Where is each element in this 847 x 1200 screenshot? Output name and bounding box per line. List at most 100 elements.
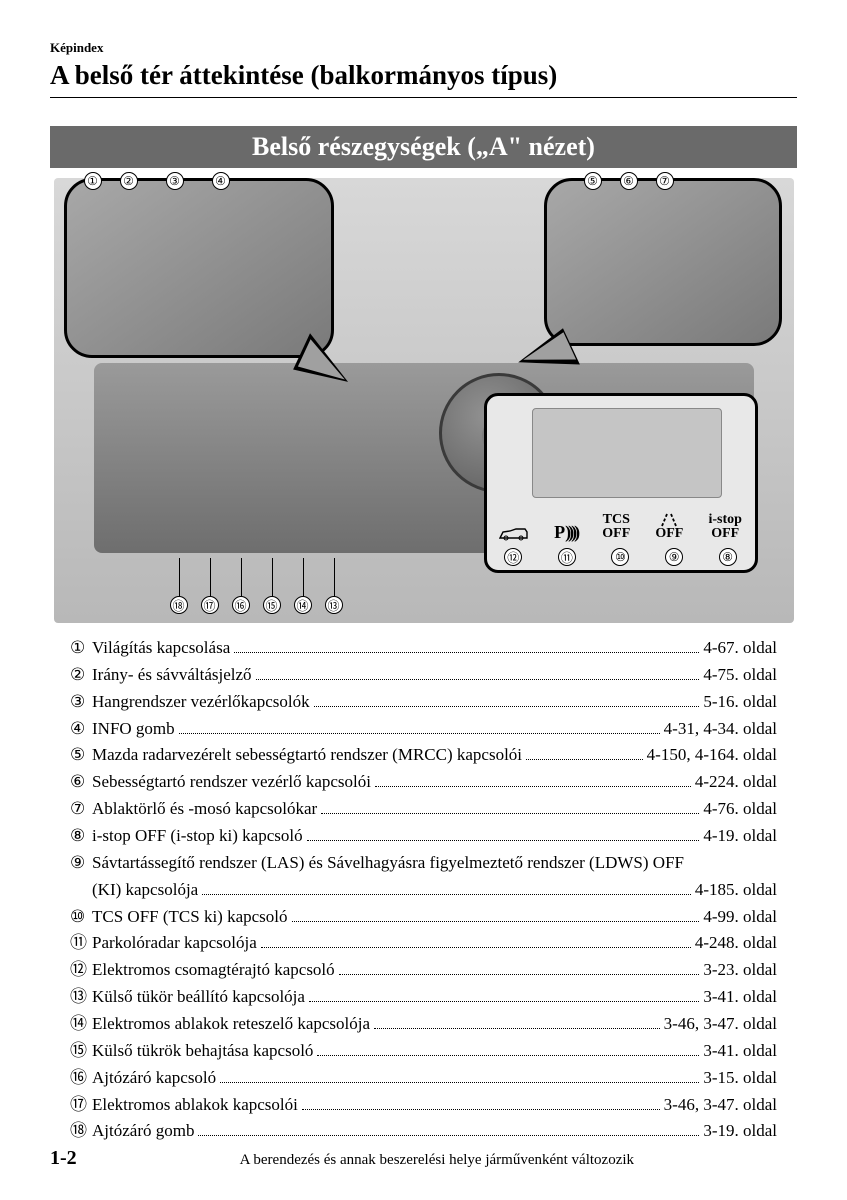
index-text: Hangrendszer vezérlőkapcsolók (92, 689, 310, 716)
index-number: ⑤ (70, 742, 92, 769)
index-row: ⑬Külső tükör beállító kapcsolója 3-41. ol… (70, 984, 777, 1011)
index-number: ⑮ (70, 1038, 92, 1065)
dot-leader (179, 717, 660, 734)
index-row-continuation: (KI) kapcsolója4-185. oldal (70, 877, 777, 904)
callout-number: ⑯ (232, 596, 250, 614)
breadcrumb: Képindex (50, 40, 797, 56)
callout-number: ⑪ (558, 548, 576, 566)
index-page: 3-46, 3-47. oldal (664, 1011, 777, 1038)
index-number: ⑩ (70, 904, 92, 931)
index-row: ⑦Ablaktörlő és -mosó kapcsolókar4-76. ol… (70, 796, 777, 823)
index-page: 3-15. oldal (703, 1065, 777, 1092)
index-row: ⑰Elektromos ablakok kapcsolói3-46, 3-47.… (70, 1092, 777, 1119)
index-page: 5-16. oldal (703, 689, 777, 716)
callout-number: ① (84, 172, 102, 190)
callout-number: ⑦ (656, 172, 674, 190)
leader-line (179, 558, 180, 596)
index-number: ④ (70, 716, 92, 743)
callout-number: ③ (166, 172, 184, 190)
tailgate-icon (499, 526, 529, 542)
dot-leader (302, 1093, 660, 1110)
footer-text: A berendezés és annak beszerelési helye … (77, 1152, 797, 1169)
dot-leader (526, 743, 643, 760)
callout-number: ⑭ (294, 596, 312, 614)
dot-leader (202, 878, 691, 895)
index-text: Ajtózáró gomb (92, 1118, 194, 1145)
dot-leader (339, 958, 700, 975)
callout-number: ④ (212, 172, 230, 190)
index-page: 3-41. oldal (703, 984, 777, 1011)
index-text: Irány- és sávváltásjelző (92, 662, 252, 689)
section-banner: Belső részegységek („A" nézet) (50, 126, 797, 168)
callout-number: ⑨ (665, 548, 683, 566)
index-text: Külső tükrök behajtása kapcsoló (92, 1038, 313, 1065)
dot-leader (314, 690, 700, 707)
index-page: 3-19. oldal (703, 1118, 777, 1145)
switch-icon-row: P)))) TCS OFF OFF i-stop OFF (487, 513, 755, 542)
index-page: 4-150, 4-164. oldal (647, 742, 777, 769)
index-text: Elektromos ablakok reteszelő kapcsolója (92, 1011, 370, 1038)
leader-line (303, 558, 304, 596)
index-number: ⑫ (70, 957, 92, 984)
switch-panel-illustration (532, 408, 722, 498)
index-row: ⑧i-stop OFF (i-stop ki) kapcsoló4-19. ol… (70, 823, 777, 850)
index-row: ⑮Külső tükrök behajtása kapcsoló 3-41. ol… (70, 1038, 777, 1065)
index-row: ①Világítás kapcsolása4-67. oldal (70, 635, 777, 662)
index-page: 4-19. oldal (703, 823, 777, 850)
index-row: ②Irány- és sávváltásjelző4-75. oldal (70, 662, 777, 689)
callout-number: ⑰ (201, 596, 219, 614)
dot-leader (374, 1012, 660, 1029)
callout-group-top-left: ① ② ③ ④ (84, 172, 230, 190)
index-row: ⑤Mazda radarvezérelt sebességtartó rends… (70, 742, 777, 769)
index-text: Ablaktörlő és -mosó kapcsolókar (92, 796, 317, 823)
index-row: ⑨Sávtartássegítő rendszer (LAS) és Sável… (70, 850, 777, 877)
callout-number: ⑧ (719, 548, 737, 566)
dot-leader (321, 797, 699, 814)
callout-number: ⑬ (325, 596, 343, 614)
dot-leader (307, 824, 700, 841)
tcs-off-icon: TCS OFF (602, 513, 630, 542)
index-text: Mazda radarvezérelt sebességtartó rendsz… (92, 742, 522, 769)
index-row: ⑭Elektromos ablakok reteszelő kapcsolója… (70, 1011, 777, 1038)
index-number: ⑯ (70, 1065, 92, 1092)
index-number: ③ (70, 689, 92, 716)
index-number: ⑬ (70, 984, 92, 1011)
switch-number-row: ⑫ ⑪ ⑩ ⑨ ⑧ (487, 548, 755, 566)
index-row: ⑱Ajtózáró gomb3-19. oldal (70, 1118, 777, 1145)
callout-number: ⑩ (611, 548, 629, 566)
index-row: ⑪Parkolóradar kapcsolója4-248. oldal (70, 930, 777, 957)
index-number: ⑧ (70, 823, 92, 850)
page-number: 1-2 (50, 1147, 77, 1170)
dot-leader (292, 905, 700, 922)
switch-panel-callout: P)))) TCS OFF OFF i-stop OFF ⑫ ⑪ ⑩ ⑨ ⑧ (484, 393, 758, 573)
index-page: 3-41. oldal (703, 1038, 777, 1065)
callout-number: ⑱ (170, 596, 188, 614)
leader-line (210, 558, 211, 596)
lane-icon (659, 513, 679, 527)
dot-leader (234, 636, 699, 653)
index-row: ⑩TCS OFF (TCS ki) kapcsoló 4-99. oldal (70, 904, 777, 931)
index-text: Parkolóradar kapcsolója (92, 930, 257, 957)
index-page: 3-23. oldal (703, 957, 777, 984)
zoom-right-steering (544, 178, 782, 346)
index-page: 4-185. oldal (695, 877, 777, 904)
leader-line (272, 558, 273, 596)
index-text: INFO gomb (92, 716, 175, 743)
index-row: ⑫Elektromos csomagtérajtó kapcsoló3-23. … (70, 957, 777, 984)
index-row: ⑯Ajtózáró kapcsoló 3-15. oldal (70, 1065, 777, 1092)
page-footer: 1-2 A berendezés és annak beszerelési he… (50, 1147, 797, 1170)
callout-group-top-right: ⑤ ⑥ ⑦ (584, 172, 674, 190)
index-text: Sávtartássegítő rendszer (LAS) és Sávelh… (92, 850, 684, 877)
dot-leader (198, 1119, 699, 1136)
index-number: ⑥ (70, 769, 92, 796)
index-number: ① (70, 635, 92, 662)
index-text: Külső tükör beállító kapcsolója (92, 984, 305, 1011)
index-page: 4-99. oldal (703, 904, 777, 931)
index-page: 3-46, 3-47. oldal (664, 1092, 777, 1119)
index-text: Ajtózáró kapcsoló (92, 1065, 216, 1092)
index-row: ⑥Sebességtartó rendszer vezérlő kapcsoló… (70, 769, 777, 796)
index-text: TCS OFF (TCS ki) kapcsoló (92, 904, 288, 931)
page-title: A belső tér áttekintése (balkormányos tí… (50, 60, 797, 98)
leader-line (334, 558, 335, 596)
index-row: ④INFO gomb4-31, 4-34. oldal (70, 716, 777, 743)
